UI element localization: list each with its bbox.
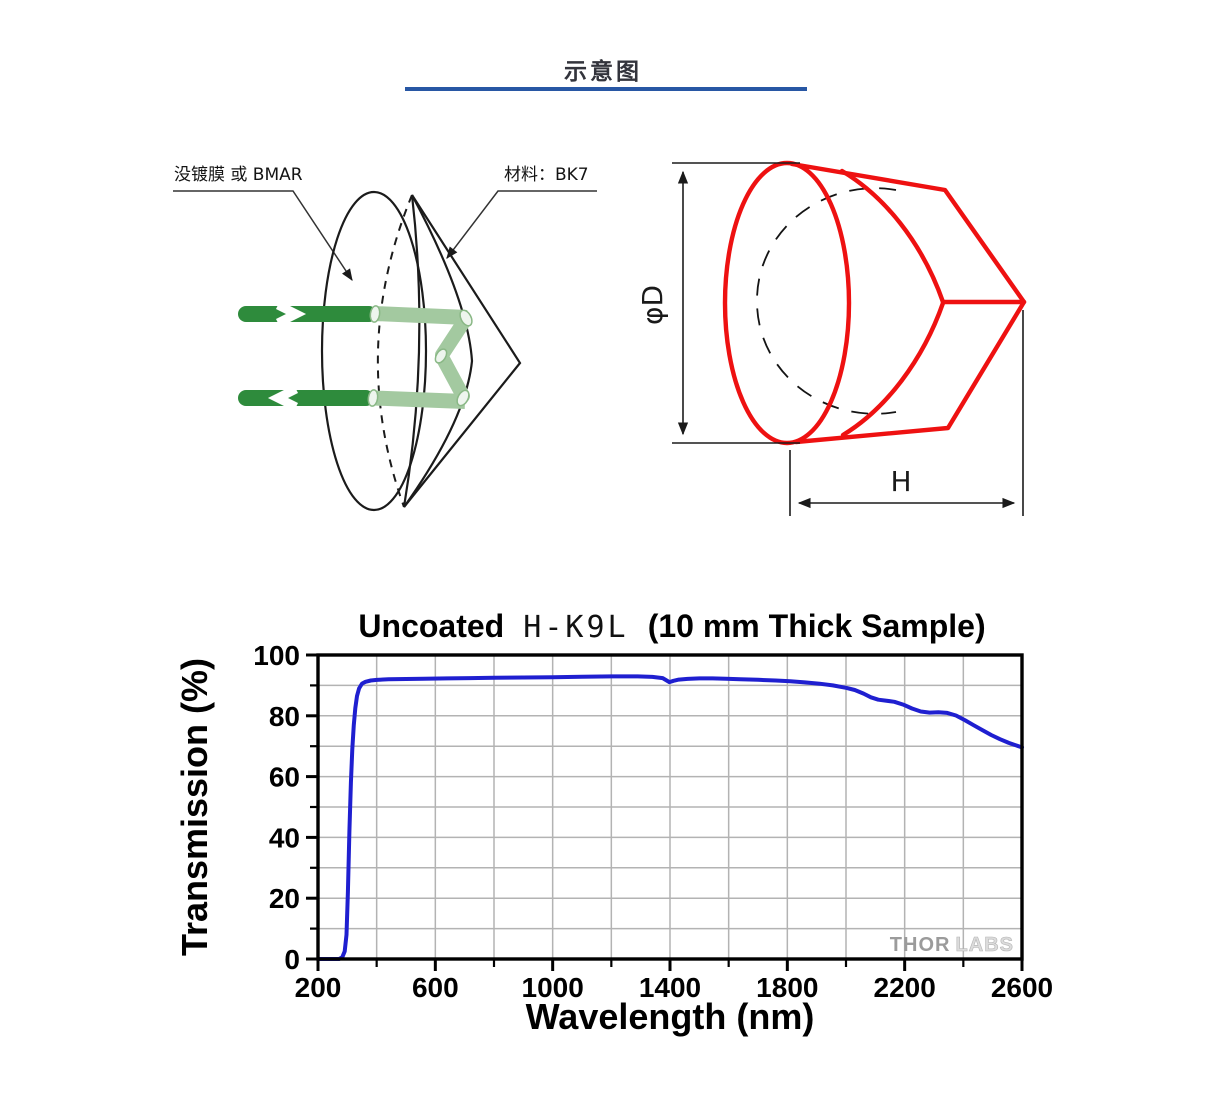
height-label: H [890, 465, 911, 498]
x-tick-label: 1000 [522, 972, 584, 1003]
coating-label: 没镀膜 或 BMAR [174, 165, 303, 185]
diameter-label: φD [636, 285, 669, 325]
beam-cap [456, 389, 470, 407]
title-underline [405, 87, 807, 91]
y-tick-label: 40 [269, 822, 300, 853]
tick-label-layer: 200 600 1000 1400 1800 2200 2600 0 20 40 60 80 100 [253, 640, 1053, 1003]
coating-leader-line [173, 190, 353, 282]
transmission-curve [316, 674, 1024, 961]
y-axis-label: Transmission (%) [174, 658, 215, 956]
schematic-diagrams: 没镀膜 或 BMAR 材料：BK7 [173, 160, 1027, 516]
retroreflector-diagram: 没镀膜 或 BMAR 材料：BK7 [173, 165, 597, 512]
extension-lines [789, 310, 1024, 516]
thorlabs-watermark: THOR LABS [890, 934, 1014, 956]
return-beam-chevron [267, 384, 299, 412]
incoming-beam-inside-glass [373, 306, 468, 325]
y-tick-label: 100 [253, 640, 300, 671]
prism-front-face [320, 190, 428, 512]
tick-layer [306, 653, 1024, 971]
prism-back-rim [402, 194, 421, 508]
x-tick-label: 2600 [991, 972, 1053, 1003]
x-tick-label: 1800 [756, 972, 818, 1003]
material-leader-line [446, 190, 597, 259]
dimensioned-prism-diagram: φD H [636, 160, 1027, 516]
prism-hidden-edge [376, 194, 413, 508]
beam-cap [367, 389, 379, 407]
x-axis-label: Wavelength (nm) [526, 996, 815, 1037]
beam-bounce-segment-1 [435, 313, 472, 362]
red-prism-outline [722, 160, 1027, 446]
grid-layer [318, 655, 1022, 959]
beam-paths [238, 300, 473, 412]
beam-cap [459, 309, 473, 327]
x-tick-label: 200 [295, 972, 342, 1003]
y-tick-label: 80 [269, 701, 300, 732]
prism-hidden-circle [756, 187, 897, 415]
diameter-dimension: φD [636, 162, 800, 444]
extension-lines [672, 162, 800, 444]
transmission-chart: Uncoated H-K9L (10 mm Thick Sample) THOR… [174, 608, 1053, 1037]
y-tick-label: 0 [284, 944, 300, 975]
beam-cap [369, 305, 381, 323]
return-beam-inside-glass [372, 390, 466, 409]
beam-cap [434, 348, 448, 364]
incoming-beam-arrow [238, 306, 377, 322]
beam-bounce-segment-2 [435, 350, 470, 403]
incoming-beam-chevron [275, 300, 307, 328]
return-beam-arrow [238, 390, 374, 406]
prism-roof-edge-curve [403, 194, 474, 508]
height-dimension: H [789, 310, 1024, 516]
prism-cone-silhouette [403, 194, 522, 508]
y-tick-label: 60 [269, 762, 300, 793]
curve-layer [316, 674, 1024, 961]
x-tick-label: 1400 [639, 972, 701, 1003]
y-tick-label: 20 [269, 883, 300, 914]
chart-title: Uncoated H-K9L (10 mm Thick Sample) [358, 608, 985, 645]
page-title: 示意图 [564, 59, 642, 85]
material-label: 材料：BK7 [504, 165, 589, 185]
x-tick-label: 2200 [874, 972, 936, 1003]
x-tick-label: 600 [412, 972, 459, 1003]
